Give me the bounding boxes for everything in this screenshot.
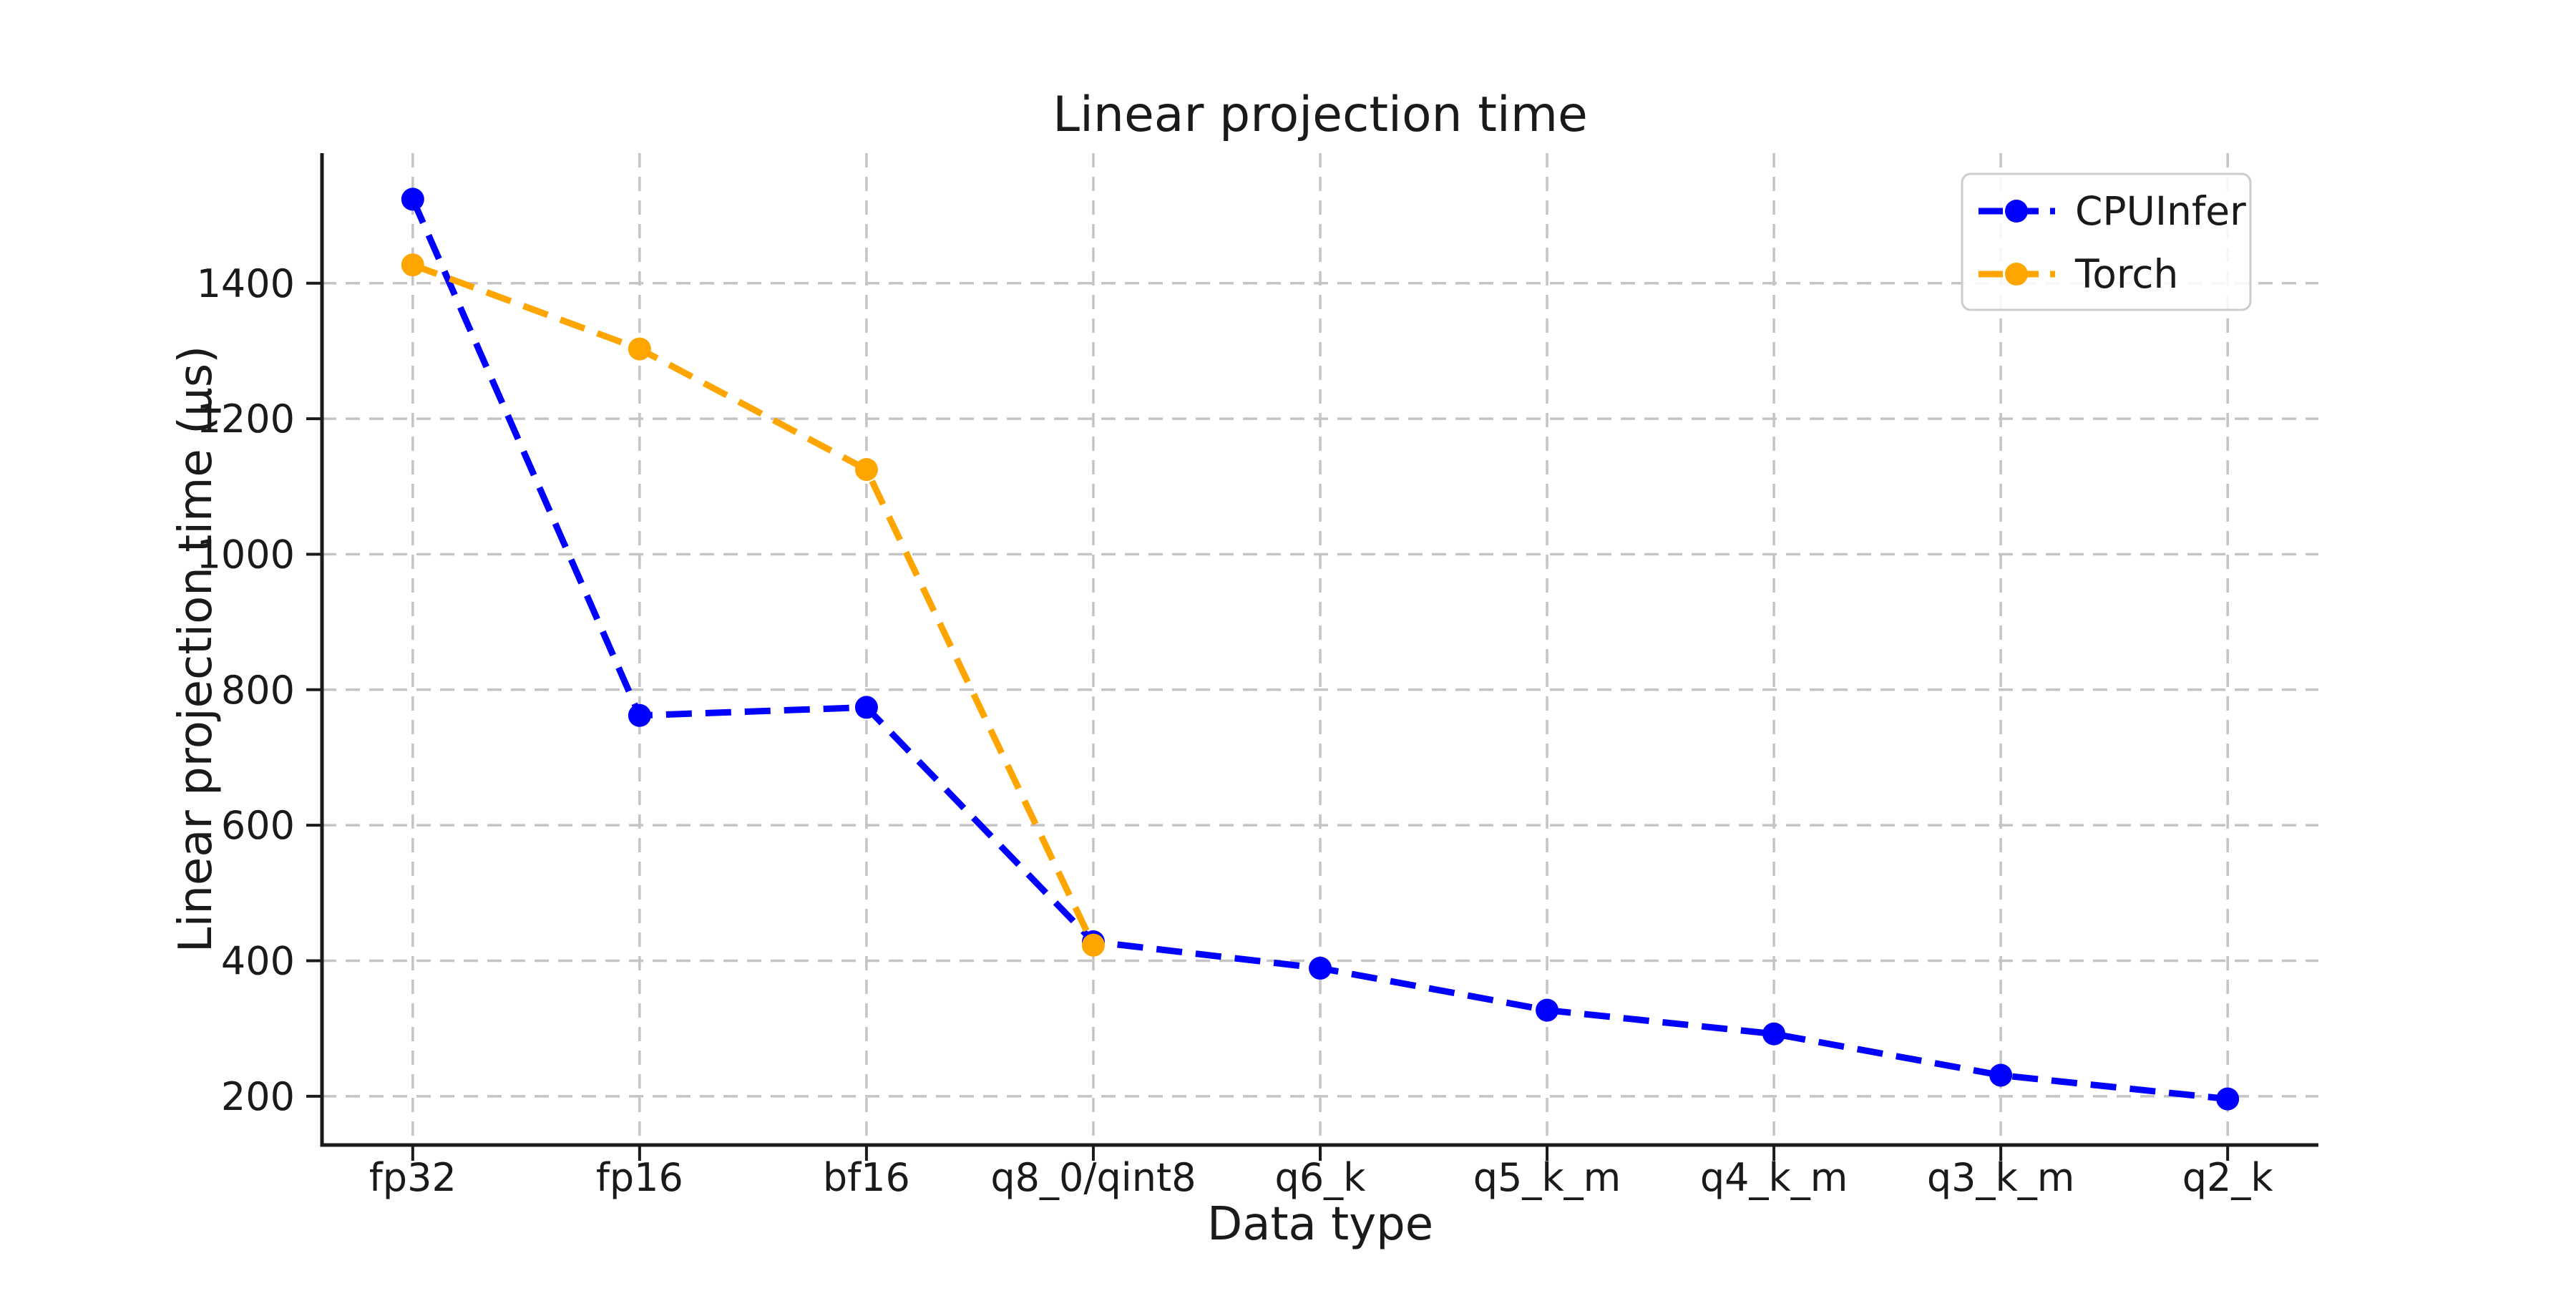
y-tick-label: 800 <box>221 668 295 713</box>
x-tick-label: fp16 <box>596 1155 683 1200</box>
y-tick-label: 400 <box>221 938 295 983</box>
grid-layer <box>322 153 2318 1145</box>
x-tick-label: q2_k <box>2182 1155 2274 1200</box>
data-point-cpuinfer <box>854 696 878 719</box>
y-tick-label: 1000 <box>197 532 295 577</box>
data-point-cpuinfer <box>1309 956 1332 980</box>
x-tick-label: bf16 <box>823 1155 910 1200</box>
legend-label-cpuinfer: CPUInfer <box>2075 188 2246 234</box>
data-point-torch <box>854 458 878 482</box>
x-tick-label: q5_k_m <box>1473 1155 1621 1200</box>
legend-marker-cpuinfer <box>2005 200 2028 223</box>
series-line-torch <box>411 261 1097 947</box>
legend-marker-torch <box>2005 263 2028 286</box>
data-point-cpuinfer <box>628 703 651 727</box>
data-point-cpuinfer <box>1762 1022 1786 1046</box>
y-tick-label: 200 <box>221 1074 295 1119</box>
y-axis-label: Linear projection time (μs) <box>170 346 223 953</box>
x-tick-label: q3_k_m <box>1927 1155 2075 1200</box>
legend-entry-torch: Torch <box>1979 251 2178 297</box>
x-tick-label: fp32 <box>369 1155 457 1200</box>
x-tick-label: q4_k_m <box>1700 1155 1848 1200</box>
y-tick-label: 600 <box>221 803 295 848</box>
data-point-cpuinfer <box>1536 998 1559 1022</box>
x-tick-label: q6_k <box>1275 1155 1367 1200</box>
series-layer <box>401 187 2240 1111</box>
chart-title: Linear projection time <box>1053 87 1588 143</box>
x-axis-label: Data type <box>1207 1198 1433 1251</box>
data-point-cpuinfer <box>1989 1063 2013 1087</box>
legend-label-torch: Torch <box>2074 251 2178 297</box>
data-point-torch <box>401 253 424 277</box>
y-tick-label: 1200 <box>197 396 295 442</box>
axes-layer <box>306 153 2318 1161</box>
legend-entry-cpuinfer: CPUInfer <box>1979 188 2246 234</box>
data-point-torch <box>1081 933 1105 957</box>
tick-label-layer: 200 400 600 800 1000 1200 1400 fp32 fp16 bf16 q8_0… <box>197 261 2274 1200</box>
data-point-cpuinfer <box>2216 1087 2240 1111</box>
y-tick-label: 1400 <box>197 261 295 306</box>
x-tick-label: q8_0/qint8 <box>990 1155 1196 1200</box>
legend: CPUInfer Torch <box>1961 172 2252 311</box>
data-point-cpuinfer <box>401 187 424 211</box>
data-point-torch <box>628 337 651 361</box>
